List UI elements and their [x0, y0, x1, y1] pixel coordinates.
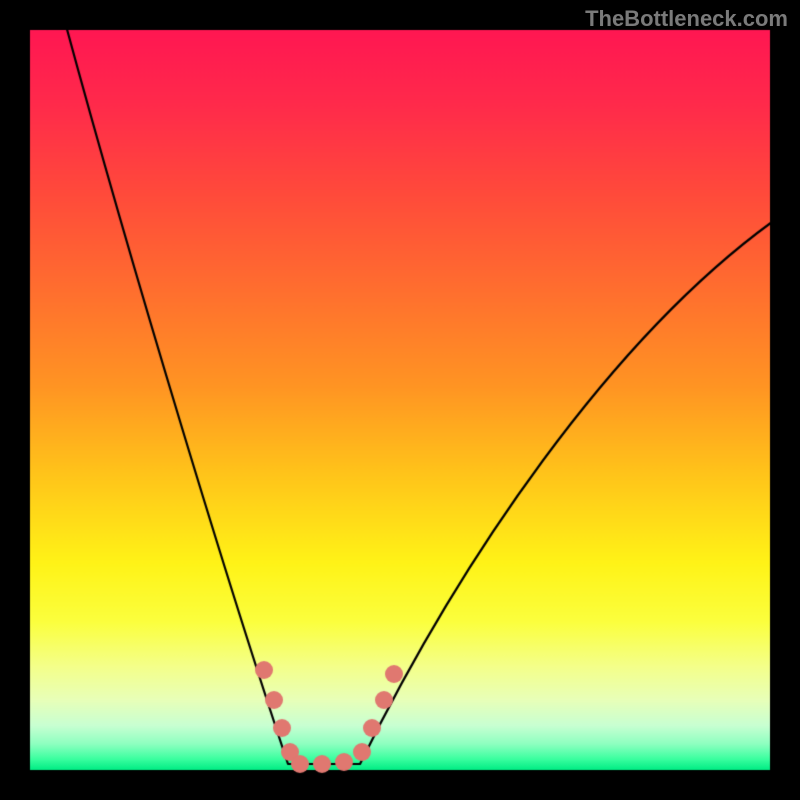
watermark-text: TheBottleneck.com: [585, 6, 788, 32]
bottleneck-chart-canvas: [0, 0, 800, 800]
chart-stage: TheBottleneck.com: [0, 0, 800, 800]
